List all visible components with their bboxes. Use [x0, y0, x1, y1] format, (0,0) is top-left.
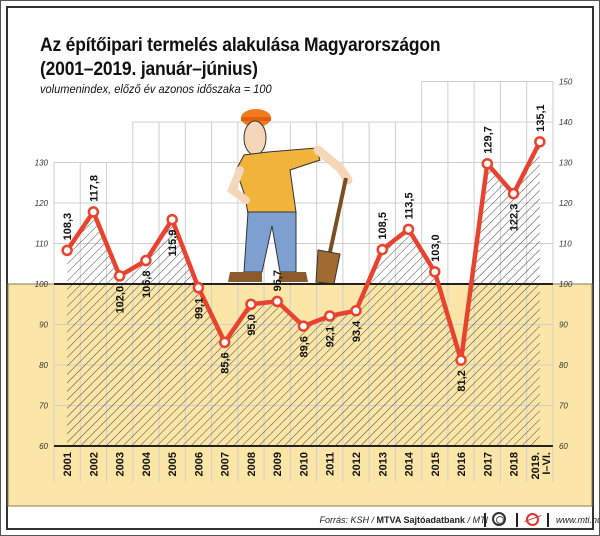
data-label: 95,0 — [246, 314, 258, 335]
x-tick-label: 2018 — [509, 452, 521, 476]
data-label: 108,3 — [62, 213, 74, 241]
data-labels: 108,3 117,8 102,0 105,8 115,9 99,1 85,6 95,0 95,… — [62, 104, 547, 391]
separator — [484, 513, 486, 527]
x-tick-label: 2013 — [377, 452, 389, 476]
series-line — [61, 136, 546, 366]
data-label: 92,1 — [325, 326, 337, 347]
x-tick-label: 2010 — [298, 452, 310, 476]
separator — [547, 513, 549, 527]
data-label: 117,8 — [88, 175, 100, 202]
data-point — [271, 295, 283, 308]
mti-url: www.mti.hu — [556, 515, 600, 525]
svg-text:2019.: 2019. — [530, 452, 542, 480]
y-tick-right: 120 — [559, 199, 573, 208]
x-tick-label: 2008 — [246, 452, 258, 476]
separator — [516, 513, 518, 527]
title-line-1: Az építőipari termelés alakulása Magyaro… — [40, 35, 441, 56]
data-label: 129,7 — [482, 126, 494, 154]
data-point — [140, 254, 152, 267]
y-axis: 60 70 80 90 100 110 120 130 60 70 80 90 100 110 120 130… — [35, 78, 573, 452]
x-axis: 2001 2002 2003 2004 2005 2006 2007 2008 2009 2010… — [62, 451, 553, 479]
y-tick-left: 80 — [39, 361, 48, 370]
data-label: 89,6 — [298, 336, 310, 357]
data-label: 95,7 — [272, 270, 284, 291]
data-point — [87, 206, 100, 218]
data-label: 105,8 — [141, 271, 153, 299]
chart-title: Az építőipari termelés alakulása Magyaro… — [40, 34, 441, 82]
y-tick-left: 120 — [35, 199, 49, 208]
x-tick-label: 2006 — [193, 452, 205, 476]
y-tick-right: 110 — [559, 240, 572, 249]
x-tick-label: 2003 — [115, 452, 127, 476]
data-label: 85,6 — [220, 352, 232, 373]
footer: Forrás: KSH / MTVA Sajtóadatbank / MTI w… — [0, 510, 600, 532]
y-tick-right: 150 — [559, 78, 573, 87]
y-tick-right: 90 — [559, 321, 568, 330]
y-tick-left: 110 — [35, 240, 48, 249]
data-point — [61, 244, 73, 257]
data-label: 115,9 — [167, 230, 179, 257]
data-point — [323, 310, 336, 322]
data-point — [192, 281, 205, 294]
x-tick-label: 2002 — [88, 452, 100, 476]
y-tick-right: 80 — [559, 361, 568, 370]
x-tick-label: 2017 — [482, 452, 494, 476]
data-point — [218, 336, 231, 349]
x-tick-label: 2007 — [220, 452, 232, 476]
data-point — [507, 187, 520, 200]
data-point — [534, 136, 546, 148]
data-point — [376, 243, 388, 256]
x-tick-label: 2009 — [272, 452, 284, 476]
data-label: 122,3 — [509, 204, 521, 232]
y-tick-right: 70 — [559, 402, 568, 411]
hatched-areas — [67, 141, 540, 446]
worker-illustration — [227, 109, 353, 285]
mti-logo-icon — [526, 513, 539, 526]
y-tick-left: 130 — [35, 159, 49, 168]
y-tick-left: 90 — [39, 321, 48, 330]
data-label: 102,0 — [115, 286, 127, 314]
x-tick-label: 2014 — [404, 451, 416, 476]
x-tick-label: 2001 — [62, 452, 74, 476]
y-tick-left: 70 — [39, 402, 48, 411]
y-tick-right: 140 — [559, 118, 573, 127]
source-text: Forrás: KSH / MTVA Sajtóadatbank / MTI — [319, 515, 488, 525]
data-label: 99,1 — [193, 298, 205, 319]
x-tick-label: 2005 — [167, 452, 179, 476]
data-point — [113, 270, 126, 282]
y-tick-left: 60 — [39, 442, 48, 451]
data-label: 135,1 — [535, 104, 547, 132]
data-point — [350, 304, 362, 317]
x-tick-label: 2012 — [351, 452, 363, 476]
data-label: 108,5 — [377, 212, 389, 240]
title-line-2: (2001–2019. január–június) — [40, 59, 258, 80]
data-point — [481, 157, 494, 170]
data-point — [245, 298, 257, 310]
chart-subtitle: volumenindex, előző év azonos időszaka =… — [40, 82, 272, 96]
x-tick-label: 2016 — [456, 452, 468, 476]
y-tick-right: 130 — [559, 159, 573, 168]
y-tick-right: 100 — [559, 280, 573, 289]
x-tick-label: 2011 — [325, 452, 337, 476]
data-point — [297, 320, 310, 332]
y-tick-left: 100 — [35, 280, 49, 289]
data-point — [402, 223, 415, 236]
data-point — [455, 354, 467, 366]
data-label: 103,0 — [430, 234, 442, 262]
data-label: 113,5 — [404, 192, 416, 219]
x-tick-label: I–VI. — [541, 452, 553, 475]
data-point — [166, 213, 178, 226]
x-tick-label: 2004 — [141, 451, 153, 476]
mtva-logo-icon — [492, 512, 506, 526]
data-point — [429, 266, 441, 278]
data-label: 93,4 — [351, 320, 363, 342]
data-label: 81,2 — [456, 370, 468, 391]
y-tick-right: 60 — [559, 442, 568, 451]
x-tick-label: 2015 — [430, 452, 442, 476]
